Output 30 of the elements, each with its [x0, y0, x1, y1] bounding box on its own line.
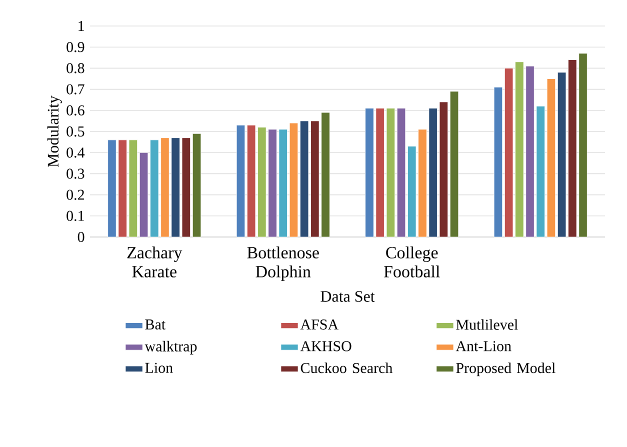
bar — [450, 91, 459, 238]
x-tick-label: College Football — [384, 246, 440, 278]
y-tick-label: 0.3 — [66, 168, 84, 179]
x-axis-title: Data Set — [320, 291, 375, 302]
legend-label: Ant-Lion — [456, 341, 512, 352]
y-tick-label: 0.1 — [66, 210, 84, 221]
y-tick-label: 0.8 — [66, 63, 84, 74]
legend-label: Lion — [145, 362, 173, 373]
legend-label: Mutlilevel — [456, 319, 518, 330]
x-tick-label: Bottlenose Dolphin — [247, 246, 319, 281]
legend-label: Cuckoo Search — [300, 362, 392, 374]
legend-label: Proposed Model — [456, 362, 556, 376]
legend-label: walktrap — [144, 340, 197, 355]
bar — [236, 124, 246, 238]
bar — [396, 108, 406, 238]
legend-label: AKHSO — [300, 341, 352, 352]
y-tick-label: 1 — [78, 21, 84, 31]
y-tick-label: 0 — [78, 232, 84, 242]
y-tick-label: 0.6 — [66, 105, 84, 116]
y-tick-label: 0.7 — [66, 84, 84, 94]
y-axis-title: Modularity — [47, 96, 62, 168]
y-tick-label: 0.9 — [66, 42, 84, 52]
y-tick-label: 0.2 — [66, 190, 84, 200]
bar — [192, 133, 202, 238]
y-tick-label: 0.4 — [66, 148, 85, 158]
bar — [494, 86, 503, 238]
y-tick-label: 0.5 — [66, 126, 84, 137]
x-tick-label: Zachary Karate — [127, 246, 182, 278]
legend-label: AFSA — [300, 320, 338, 330]
legend-label: Bat — [145, 320, 166, 330]
